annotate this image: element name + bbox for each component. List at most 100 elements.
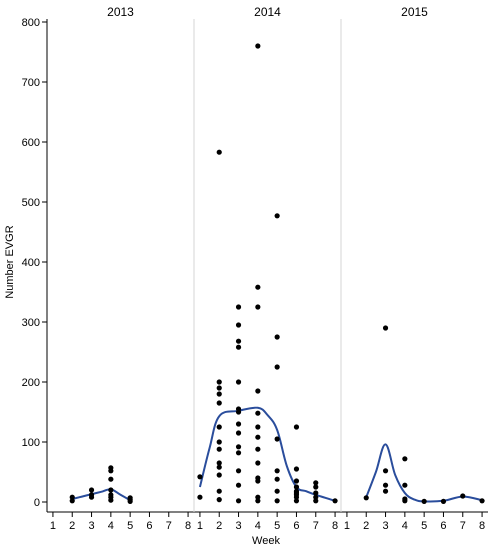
data-point [382, 488, 389, 494]
data-point [293, 478, 300, 484]
data-point [313, 490, 319, 496]
x-tick-label: 4 [255, 520, 261, 532]
data-point [235, 338, 242, 344]
data-point [108, 487, 114, 493]
data-point [255, 424, 261, 430]
y-tick-label: 200 [22, 377, 40, 389]
data-point [274, 468, 280, 474]
data-point [255, 460, 261, 466]
x-tick-label: 8 [479, 520, 485, 532]
data-point [255, 284, 261, 290]
x-tick-label: 8 [332, 520, 338, 532]
data-point [274, 476, 280, 482]
x-tick-label: 1 [50, 520, 56, 532]
data-point [235, 430, 242, 436]
x-tick-label: 5 [421, 520, 427, 532]
data-point [313, 480, 319, 486]
data-point [108, 492, 114, 498]
data-point [235, 322, 242, 328]
plot-area: 0 100 200 300 400 500 600 700 800 2013 1 2 3 4 5 6 7 8 201… [22, 5, 488, 532]
data-point [293, 498, 300, 504]
y-axis-title: Number EVGR [4, 225, 16, 298]
smooth-line-2013 [71, 488, 131, 502]
data-point [197, 494, 203, 500]
x-tick-label: 7 [313, 520, 319, 532]
data-point [216, 391, 222, 397]
data-point [421, 498, 427, 504]
data-point [69, 498, 75, 504]
data-point [216, 446, 222, 452]
data-point [255, 498, 261, 504]
y-tick-label: 0 [34, 497, 40, 509]
x-tick-label: 3 [235, 520, 241, 532]
data-point [382, 325, 389, 331]
data-point [293, 466, 300, 472]
data-point [235, 379, 242, 385]
x-tick-label: 5 [274, 520, 280, 532]
data-point [216, 439, 222, 445]
data-point [255, 475, 261, 481]
data-point [274, 364, 280, 370]
data-point [235, 304, 242, 310]
x-tick-label: 1 [197, 520, 203, 532]
data-point [274, 334, 280, 340]
data-point [197, 474, 203, 480]
data-point [216, 460, 222, 466]
x-tick-label: 2 [69, 520, 75, 532]
data-point [235, 344, 242, 350]
y-tick-label: 700 [22, 77, 40, 89]
x-tick-label: 8 [185, 520, 191, 532]
data-point [216, 497, 222, 503]
data-point [440, 498, 447, 504]
data-point [293, 484, 300, 490]
data-point [255, 304, 261, 310]
data-point [382, 482, 389, 488]
data-point [235, 482, 242, 488]
data-point [382, 468, 389, 474]
data-point [235, 406, 242, 412]
x-tick-label: 5 [127, 520, 133, 532]
data-point [88, 492, 95, 498]
data-point [274, 436, 280, 442]
data-point [402, 482, 408, 488]
data-point [313, 498, 319, 504]
panel-title: 2015 [401, 5, 428, 19]
x-tick-label: 2 [216, 520, 222, 532]
x-axis-title: Week [252, 535, 280, 547]
data-point [274, 498, 280, 504]
y-tick-label: 300 [22, 317, 40, 329]
data-point [108, 465, 114, 471]
data-point [216, 472, 222, 478]
x-tick-label: 6 [293, 520, 299, 532]
data-point [235, 468, 242, 474]
x-tick-label: 6 [146, 520, 152, 532]
data-point [127, 495, 133, 501]
x-tick-label: 1 [344, 520, 350, 532]
smooth-line-2015 [365, 443, 483, 503]
data-point [235, 444, 242, 450]
data-point [460, 493, 466, 499]
x-tick-label: 2 [363, 520, 369, 532]
data-point [216, 400, 222, 406]
data-point [363, 495, 369, 501]
data-point [216, 149, 222, 155]
data-point [216, 488, 222, 494]
panel-title: 2014 [254, 5, 281, 19]
data-point [402, 496, 408, 502]
x-tick-label: 4 [108, 520, 114, 532]
y-tick-label: 800 [22, 17, 40, 29]
data-point [332, 498, 338, 504]
y-tick-label: 500 [22, 197, 40, 209]
data-point [274, 488, 280, 494]
smooth-line-2014 [198, 406, 336, 502]
data-point [313, 494, 319, 500]
data-point [402, 456, 408, 462]
data-point [235, 450, 242, 456]
data-point [255, 494, 261, 500]
data-point [274, 213, 280, 219]
data-point [255, 388, 261, 394]
data-point [255, 434, 261, 440]
x-tick-label: 7 [460, 520, 466, 532]
y-tick-label: 400 [22, 257, 40, 269]
